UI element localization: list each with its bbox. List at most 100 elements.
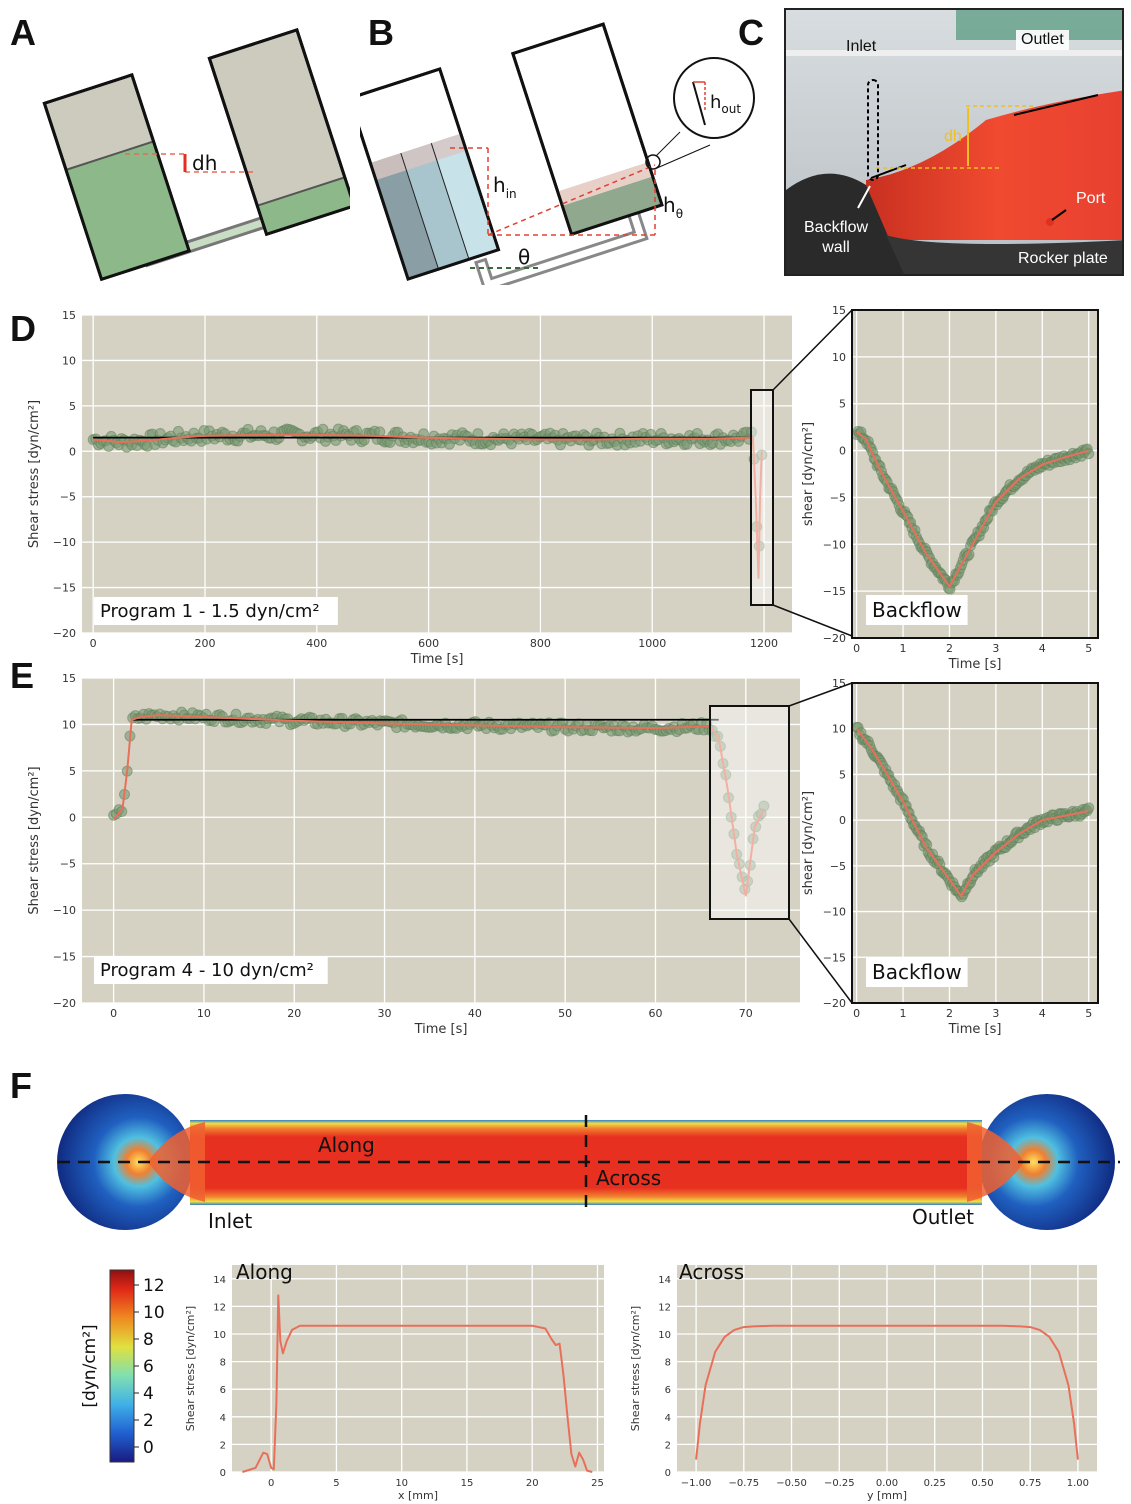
x-axis-label: Time [s] — [414, 1022, 468, 1037]
x-tick-label: 1 — [900, 642, 907, 655]
y-tick-label: −5 — [60, 858, 76, 871]
y-axis-label: Shear stress [dyn/cm²] — [27, 400, 42, 548]
y-tick-label: −5 — [60, 491, 76, 504]
y-tick-label: 15 — [62, 309, 76, 322]
y-tick-label: −15 — [53, 951, 76, 964]
x-tick-label: 5 — [1085, 642, 1092, 655]
reservoir-left — [44, 75, 189, 279]
x-tick-label: 800 — [530, 637, 551, 650]
panel-a-diagram: dh — [30, 20, 350, 285]
x-tick-label: 600 — [418, 637, 439, 650]
y-tick-label: −15 — [823, 585, 846, 598]
y-tick-label: 5 — [69, 765, 76, 778]
y-tick-label: 8 — [220, 1358, 226, 1369]
data-point — [746, 427, 756, 437]
x-tick-label: 60 — [648, 1007, 662, 1020]
photo-inlet-label: Inlet — [846, 38, 876, 56]
y-tick-label: 8 — [665, 1358, 671, 1369]
y-tick-label: −10 — [53, 536, 76, 549]
colorbar-tick-label: 2 — [143, 1411, 154, 1431]
colorbar-tick-label: 0 — [143, 1438, 154, 1458]
x-tick-label: 2 — [946, 642, 953, 655]
x-tick-label: 0 — [853, 1007, 860, 1020]
y-tick-label: 10 — [62, 718, 76, 731]
x-axis-label: x [mm] — [398, 1489, 438, 1502]
x-tick-label: 200 — [194, 637, 215, 650]
y-tick-label: 15 — [62, 672, 76, 685]
x-tick-label: 20 — [287, 1007, 301, 1020]
panel-f-heatmap: Along Across Inlet Outlet — [40, 1080, 1131, 1250]
panel-b-diagram: hin hθ θ hout — [360, 20, 760, 285]
h-in-label: hin — [493, 173, 517, 201]
chart-annotation: Program 1 - 1.5 dyn/cm² — [100, 601, 320, 622]
x-tick-label: 0 — [90, 637, 97, 650]
y-tick-label: 5 — [839, 398, 846, 411]
x-tick-label: 50 — [558, 1007, 572, 1020]
colorbar: 121086420 [dyn/cm²] — [75, 1262, 185, 1472]
y-tick-label: 0 — [69, 811, 76, 824]
x-tick-label: 30 — [378, 1007, 392, 1020]
y-tick-label: −5 — [830, 860, 846, 873]
chart-d-inset: 0 1 2 3 4 5 −20 −15 −10 −5 0 5 10 15 Time [s] shear [dy… — [800, 305, 1125, 675]
y-tick-label: −20 — [823, 632, 846, 645]
x-tick-label: 1200 — [750, 637, 778, 650]
colorbar-label: [dyn/cm²] — [80, 1324, 100, 1407]
x-tick-label: 0.50 — [971, 1478, 993, 1489]
photo-dh-label: dh — [944, 128, 962, 146]
y-tick-label: 14 — [213, 1275, 226, 1286]
x-tick-label: 1 — [900, 1007, 907, 1020]
heatmap-inlet-label: Inlet — [208, 1209, 252, 1233]
y-tick-label: 0 — [69, 445, 76, 458]
chart-annotation: Backflow — [872, 598, 962, 622]
y-tick-label: 0 — [665, 1468, 671, 1479]
panel-letter-f: F — [10, 1065, 32, 1107]
y-axis-label: Shear stress [dyn/cm²] — [629, 1306, 642, 1431]
reservoir-left — [360, 69, 498, 279]
y-tick-label: 15 — [832, 677, 846, 690]
chart-annotation: Along — [236, 1260, 293, 1284]
x-tick-label: 10 — [197, 1007, 211, 1020]
x-tick-label: 3 — [992, 642, 999, 655]
y-tick-label: 5 — [69, 400, 76, 413]
chart-annotation: Program 4 - 10 dyn/cm² — [100, 960, 314, 981]
x-tick-label: 400 — [306, 637, 327, 650]
chart-e-main: 0 10 20 30 40 50 60 70 −20 −15 −10 −5 0 5 10 15 Time [s]… — [20, 670, 810, 1045]
chart-f-along: 0 5 10 15 20 25 0 2 4 6 8 10 12 14 x [mm] Shear stress … — [180, 1255, 620, 1504]
y-tick-label: 15 — [832, 305, 846, 317]
y-axis-label: shear [dyn/cm²] — [801, 422, 816, 526]
y-tick-label: −10 — [823, 538, 846, 551]
chart-e-inset: 0 1 2 3 4 5 −20 −15 −10 −5 0 5 10 15 Time [s] shear [dy… — [800, 670, 1125, 1045]
y-tick-label: −20 — [53, 997, 76, 1010]
x-tick-label: 0 — [853, 642, 860, 655]
colorbar-tick-label: 6 — [143, 1357, 154, 1377]
y-axis-label: Shear stress [dyn/cm²] — [27, 766, 42, 914]
x-tick-label: 0 — [110, 1007, 117, 1020]
y-tick-label: 10 — [832, 351, 846, 364]
heatmap-outlet-label: Outlet — [912, 1205, 974, 1229]
x-tick-label: 0.75 — [1019, 1478, 1041, 1489]
reservoir-right — [209, 30, 350, 234]
y-tick-label: 10 — [62, 354, 76, 367]
colorbar-tick-label: 8 — [143, 1330, 154, 1350]
x-tick-label: 4 — [1039, 1007, 1046, 1020]
plot-area — [852, 310, 1098, 638]
chart-annotation: Across — [679, 1260, 744, 1284]
y-axis-label: Shear stress [dyn/cm²] — [184, 1306, 197, 1431]
reservoir-right — [513, 24, 662, 234]
photo-backflow-wall-label: Backflow wall — [804, 218, 868, 258]
x-tick-label: −1.00 — [681, 1478, 712, 1489]
colorbar-tick-label: 12 — [143, 1276, 165, 1296]
panel-c-photo: Inlet Outlet dh Port Backflow wall Rocker… — [784, 8, 1124, 276]
x-tick-label: 0.00 — [876, 1478, 898, 1489]
y-tick-label: −10 — [823, 906, 846, 919]
plot-area — [232, 1265, 604, 1472]
x-tick-label: 1000 — [638, 637, 666, 650]
x-tick-label: 20 — [526, 1478, 539, 1489]
dh-label: dh — [192, 151, 217, 175]
x-tick-label: −0.25 — [824, 1478, 855, 1489]
x-tick-label: 70 — [739, 1007, 753, 1020]
chart-d-main: 0 200 400 600 800 1000 1200−20−15−10−5051015Ti… — [20, 305, 800, 675]
y-axis-label: shear [dyn/cm²] — [801, 791, 816, 895]
x-axis-label: Time [s] — [410, 652, 464, 667]
x-tick-label: 1.00 — [1067, 1478, 1089, 1489]
